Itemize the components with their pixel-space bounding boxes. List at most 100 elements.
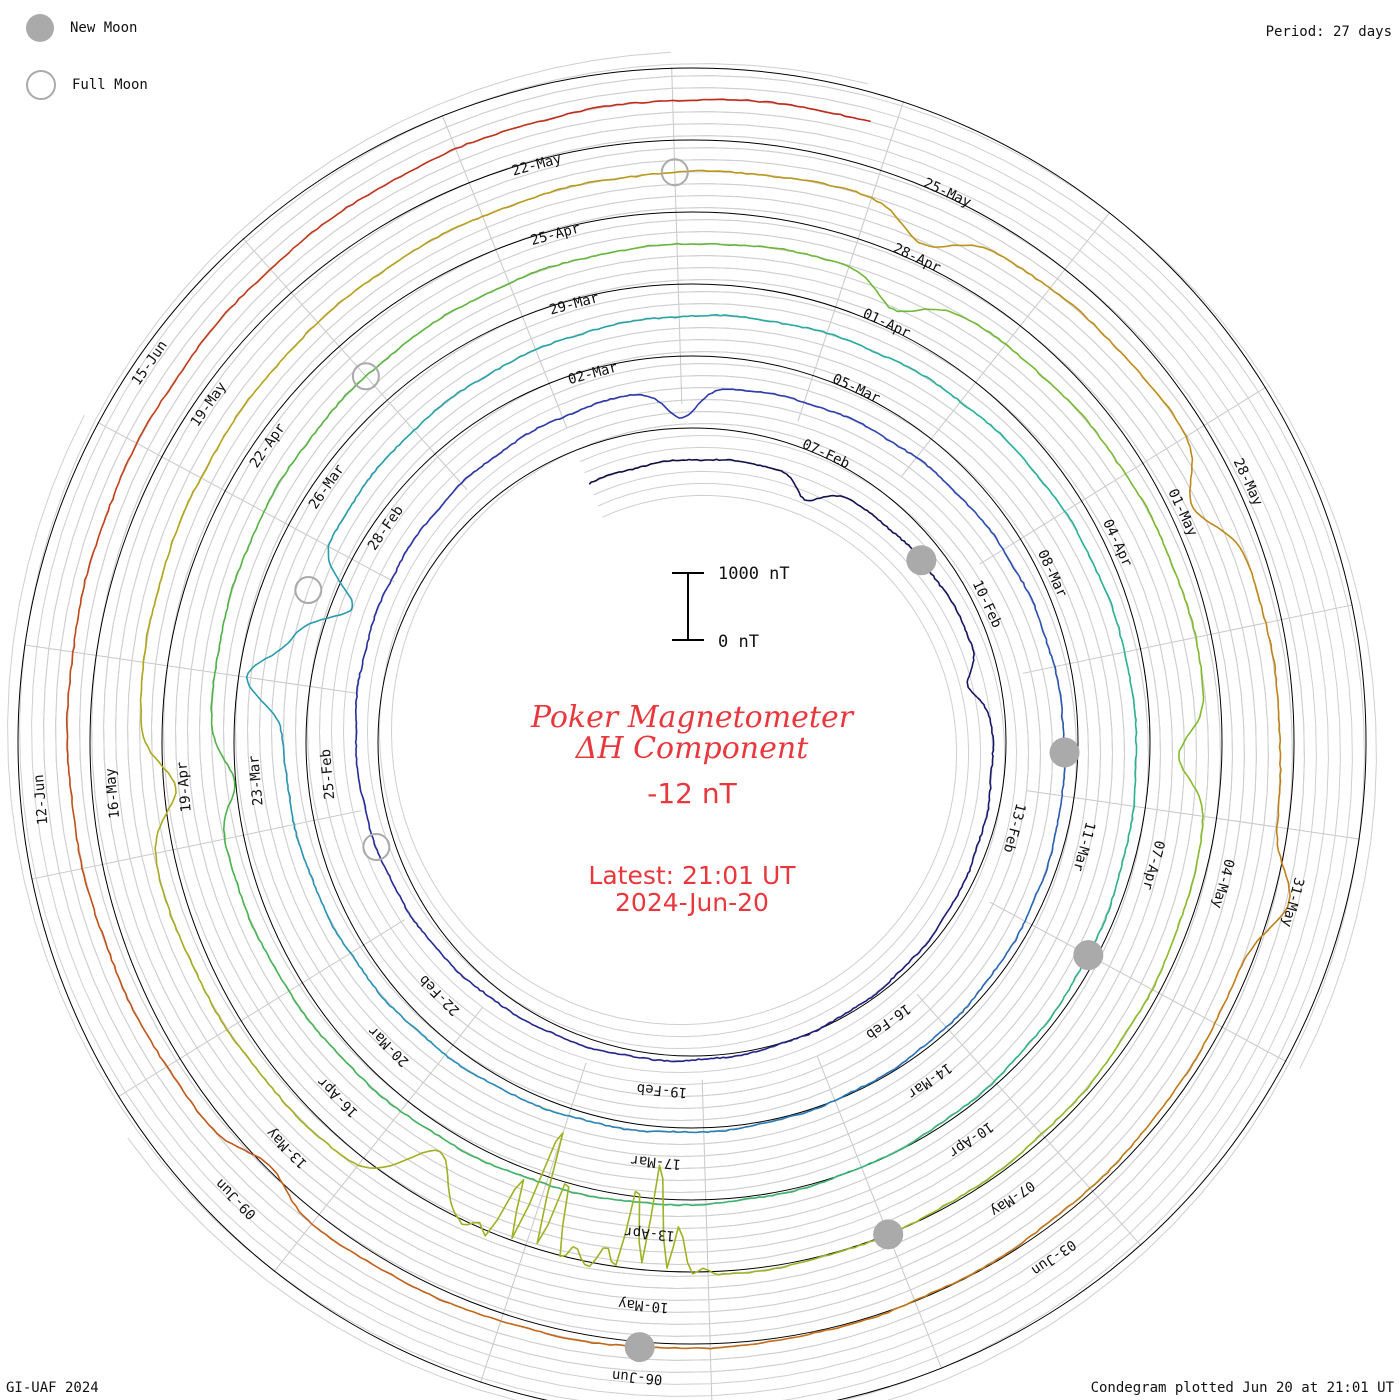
new-moon-marker [873,1219,904,1250]
date-label: 07-May [987,1177,1038,1219]
baseline-circle [305,355,1079,1129]
trace-segment [181,210,343,372]
moon-markers [294,158,1104,1363]
trace-segment [1053,291,1191,448]
trace-segment [586,242,765,260]
date-label: 23-Mar [246,755,266,807]
trace-segment [950,802,990,906]
trace-segment [763,245,931,313]
trace-segment [407,350,533,437]
trace-segment [298,843,365,973]
date-label: 19-Feb [636,1080,688,1100]
trace-segment [1062,1048,1203,1212]
trace-segment [549,98,779,120]
trace-segment [459,973,560,1037]
trace-segment [160,884,250,1060]
grid-spoke [479,1062,587,1384]
trace-segment [417,447,507,535]
grid-spoke [989,901,1287,1063]
trace-segment [354,645,368,766]
date-label: 19-May [188,379,230,430]
date-label: 20-Mar [365,1022,412,1069]
trace-segment [1176,745,1204,930]
trace-segment [737,1083,869,1130]
trace-segment [503,1168,666,1206]
baseline-circle [233,283,1151,1201]
date-label: 13-Feb [1000,801,1028,854]
trace-segment [663,1316,878,1350]
trace-segment [868,427,972,509]
trace-segment [139,688,177,886]
trace-segment [679,314,832,335]
trace-segment [210,608,235,779]
trace-segment [1084,928,1179,1092]
date-label: 25-May [921,175,974,211]
date-label: 22-May [510,151,563,180]
trace-segment [389,879,461,975]
full-moon-icon [26,70,56,100]
date-label: 25-Apr [529,220,582,249]
baseline-circle [17,67,1367,1400]
date-label: 15-Jun [129,338,171,389]
trace-segment [248,1058,415,1169]
period-label: Period: 27 days [1265,24,1392,40]
date-label: 02-Mar [566,359,619,388]
date-label: 17-Mar [630,1152,682,1172]
trace-segment [670,1041,783,1063]
trace-segment [305,219,473,335]
trace-segment [327,435,409,561]
trace-segment [531,316,680,352]
trace-segment [506,395,621,450]
date-label: 09-Jun [213,1175,260,1222]
date-label: 10-May [618,1295,670,1315]
trace-segment [363,971,468,1072]
new-moon-marker [1049,737,1080,768]
grid-guide [43,75,1377,1373]
date-label: 11-Mar [1069,820,1097,873]
date-label: 16-Apr [314,1073,361,1120]
latest-time: Latest: 21:01 UT [588,861,796,890]
trace-segment [1268,639,1282,851]
trace-segment [1188,447,1271,640]
baseline-circle [377,427,1007,1057]
trace-segment [830,333,968,408]
new-moon-marker [1073,940,1104,971]
date-label: 31-May [1278,876,1306,929]
chart-title: Poker Magnetometer [530,700,855,735]
trace-segment [355,764,392,880]
trace-segment [1171,566,1205,747]
trace-segment [930,308,1079,412]
trace-segment [276,1173,451,1305]
trace-segment [1041,748,1066,882]
grid-spoke [979,386,1267,565]
trace-segment [65,574,89,798]
date-label: 06-Jun [611,1367,663,1387]
trace-segment [226,450,302,609]
footer-plot-time: Condegram plotted Jun 20 at 21:01 UT [1090,1380,1394,1396]
new-moon-marker [624,1332,655,1363]
trace-segment [466,1069,599,1124]
legend-new-moon-label: New Moon [70,20,138,36]
trace-segment [966,406,1073,523]
trace-segment [665,1179,829,1207]
trace-segment [86,370,183,575]
trace-segment [746,390,870,429]
date-label: 28-Apr [891,240,944,276]
chart-subtitle: ΔH Component [575,731,809,766]
trace-segment [558,1035,671,1063]
trace-segment [785,473,879,521]
grid-guide [7,111,1341,1400]
date-label: 13-Apr [624,1223,676,1243]
trace-segment [245,559,354,697]
footer-credit: GI-UAF 2024 [6,1380,99,1396]
trace-segment [256,695,300,844]
trace-segment [778,103,871,123]
grid-spoke [797,100,905,422]
trace-segment [669,169,872,199]
date-label: 29-Mar [548,290,601,319]
full-moon-marker [294,576,323,605]
reference-circles [17,67,1367,1400]
trace-segment [362,1077,504,1171]
trace-segment [948,596,978,698]
trace-segment [424,257,587,330]
